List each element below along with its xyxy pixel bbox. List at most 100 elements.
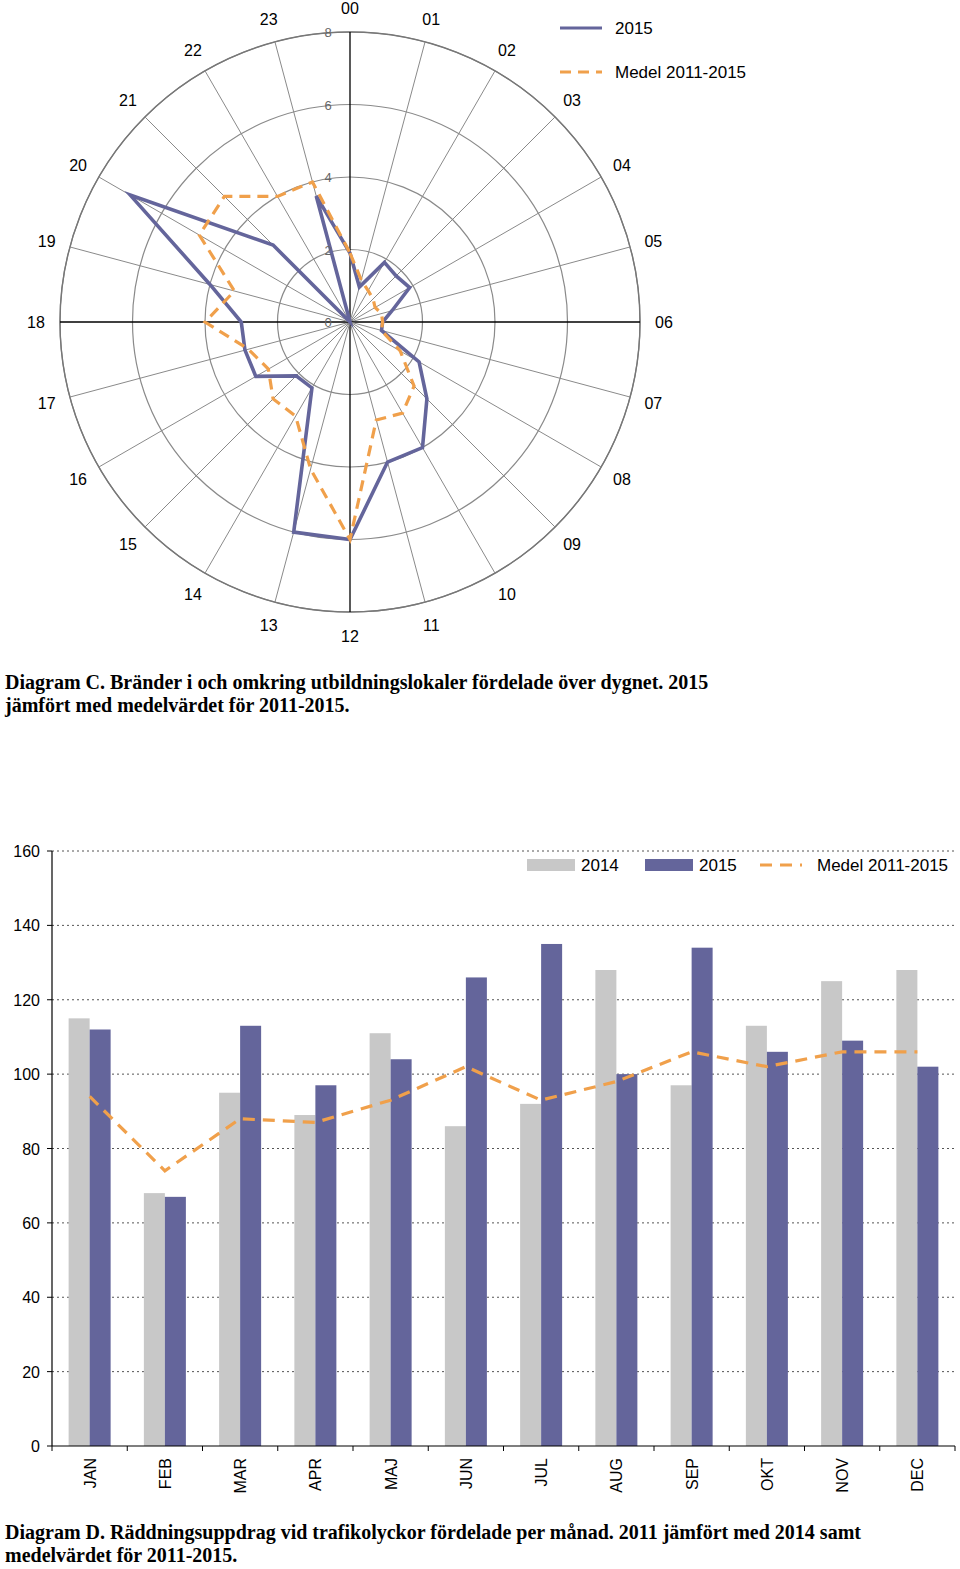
category-label: 12	[341, 628, 359, 645]
category-label: 01	[422, 11, 440, 28]
bar	[466, 977, 487, 1446]
tick-label: 0	[31, 1438, 40, 1455]
category-label: 00	[341, 0, 359, 17]
x-tick	[353, 1446, 354, 1451]
category-label: JUN	[458, 1458, 475, 1489]
bar	[917, 1067, 938, 1446]
bar	[69, 1018, 90, 1446]
bar	[692, 948, 713, 1446]
category-label: 05	[644, 233, 662, 250]
tick-label: 140	[13, 917, 40, 934]
radar-chart: 0001020304050607080910111213141516171819…	[27, 0, 746, 645]
x-tick	[277, 1446, 278, 1451]
grid-line	[52, 1371, 955, 1372]
bar	[842, 1041, 863, 1446]
bar	[391, 1059, 412, 1446]
tick-label: 60	[22, 1215, 40, 1232]
category-label: 22	[184, 42, 202, 59]
spoke	[349, 32, 350, 322]
grid-line	[52, 925, 955, 926]
series-line	[199, 182, 414, 540]
spoke	[350, 177, 601, 322]
category-label: 20	[69, 157, 87, 174]
category-label: 04	[613, 157, 631, 174]
grid-line	[52, 1222, 955, 1223]
category-label: 08	[613, 471, 631, 488]
category-label: 03	[563, 92, 581, 109]
bar	[896, 970, 917, 1446]
bar	[671, 1085, 692, 1446]
series-line	[130, 195, 427, 539]
category-label: MAJ	[383, 1458, 400, 1490]
spoke	[350, 322, 555, 527]
spoke	[350, 71, 495, 322]
spoke	[349, 322, 350, 612]
spoke	[350, 322, 601, 467]
bar	[219, 1093, 240, 1446]
bar	[144, 1193, 165, 1446]
caption: Diagram D. Räddningsuppdrag vid trafikol…	[5, 1521, 865, 1567]
figure: 0001020304050607080910111213141516171819…	[0, 0, 960, 1569]
legend-label: Medel 2011-2015	[615, 63, 746, 82]
tick-label: 4	[324, 170, 331, 185]
bar	[616, 1074, 637, 1446]
category-label: 23	[260, 11, 278, 28]
tick-mark	[47, 1446, 52, 1447]
axis-ring	[60, 32, 640, 612]
tick-mark	[47, 925, 52, 926]
grid-line	[52, 999, 955, 1000]
tick-label: 6	[324, 98, 331, 113]
legend-label: 2015	[615, 19, 653, 38]
tick-mark	[47, 1371, 52, 1372]
category-label: 06	[655, 314, 673, 331]
category-label: JUL	[533, 1458, 550, 1487]
x-tick	[804, 1446, 805, 1451]
category-label: NOV	[834, 1458, 851, 1493]
tick-mark	[47, 851, 52, 852]
tick-mark	[47, 1148, 52, 1149]
tick-label: 8	[324, 25, 331, 40]
category-label: 02	[498, 42, 516, 59]
category-label: OKT	[759, 1458, 776, 1491]
tick-label: 2	[324, 243, 331, 258]
tick-mark	[47, 1222, 52, 1223]
bar-chart: 020406080100120140160JANFEBMARAPRMAJJUNJ…	[13, 843, 955, 1494]
tick-mark	[47, 1074, 52, 1075]
bar	[767, 1052, 788, 1446]
category-label: 17	[38, 395, 56, 412]
caption: Diagram C. Bränder i och omkring utbildn…	[5, 671, 745, 717]
spoke	[275, 322, 350, 602]
tick-label: 80	[22, 1141, 40, 1158]
y-axis	[51, 851, 52, 1446]
grid-ring	[60, 32, 640, 612]
tick-label: 120	[13, 992, 40, 1009]
x-tick	[52, 1446, 53, 1451]
bar	[240, 1026, 261, 1446]
bar	[595, 970, 616, 1446]
category-label: DEC	[909, 1458, 926, 1492]
bar	[445, 1126, 466, 1446]
x-tick	[729, 1446, 730, 1451]
spoke	[350, 322, 630, 397]
category-label: 16	[69, 471, 87, 488]
x-tick	[879, 1446, 880, 1451]
category-label: SEP	[684, 1458, 701, 1490]
category-label: MAR	[232, 1458, 249, 1494]
x-tick	[578, 1446, 579, 1451]
x-tick	[654, 1446, 655, 1451]
legend-label: 2014	[581, 856, 619, 875]
bar	[294, 1115, 315, 1446]
x-tick	[202, 1446, 203, 1451]
category-label: 18	[27, 314, 45, 331]
legend-swatch	[560, 70, 602, 73]
grid-line	[52, 1297, 955, 1298]
spoke	[350, 117, 555, 322]
legend-swatch	[645, 859, 693, 871]
tick-label: 0	[324, 315, 331, 330]
category-label: 09	[563, 536, 581, 553]
tick-label: 100	[13, 1066, 40, 1083]
category-label: APR	[307, 1458, 324, 1491]
spoke	[350, 321, 640, 322]
plot-area	[69, 944, 939, 1446]
category-label: 10	[498, 586, 516, 603]
